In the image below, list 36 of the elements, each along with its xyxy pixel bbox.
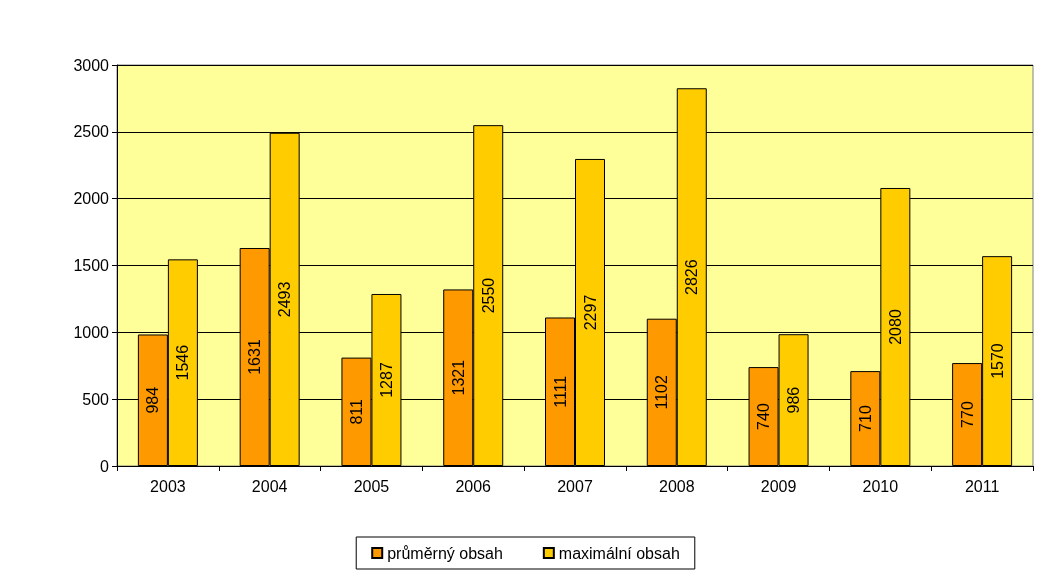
data-label: 986 — [785, 386, 803, 414]
data-label: 710 — [856, 405, 874, 432]
y-tick-label: 1500 — [73, 257, 110, 274]
x-tick-label: 2009 — [760, 477, 797, 495]
x-tick-label: 2004 — [251, 477, 288, 495]
data-label: 1102 — [653, 375, 671, 410]
x-tick-label: 2003 — [150, 477, 186, 495]
data-label: 1287 — [377, 362, 395, 398]
x-tick-label: 2010 — [862, 477, 899, 495]
legend-label: průměrný obsah — [387, 544, 503, 562]
y-tick-label: 1000 — [73, 323, 110, 341]
data-label: 2493 — [276, 281, 294, 318]
y-tick-label: 2500 — [73, 123, 110, 141]
data-label: 770 — [958, 401, 976, 428]
y-tick-label: 3000 — [73, 56, 110, 74]
data-label: 1546 — [174, 344, 192, 381]
x-tick-label: 2006 — [455, 477, 492, 495]
y-tick-label: 2000 — [73, 190, 110, 208]
data-label: 1321 — [449, 359, 467, 396]
data-label: 984 — [144, 386, 162, 414]
legend-label: maximální obsah — [558, 544, 680, 562]
y-tick-label: 0 — [100, 457, 110, 475]
data-label: 2080 — [886, 309, 904, 345]
data-label: 1111 — [551, 375, 569, 408]
x-tick-label: 2008 — [658, 477, 695, 495]
y-tick-label: 500 — [82, 390, 110, 408]
data-label: 2297 — [581, 294, 599, 331]
data-label: 811 — [347, 398, 365, 425]
x-tick-label: 2005 — [353, 477, 390, 495]
data-label: 2550 — [479, 277, 497, 314]
data-label: 1631 — [246, 339, 264, 375]
data-label: 2826 — [683, 259, 701, 295]
x-tick-label: 2007 — [557, 477, 593, 495]
data-label: 1570 — [988, 343, 1006, 379]
x-tick-label: 2011 — [964, 477, 1000, 495]
data-label: 740 — [755, 403, 773, 430]
